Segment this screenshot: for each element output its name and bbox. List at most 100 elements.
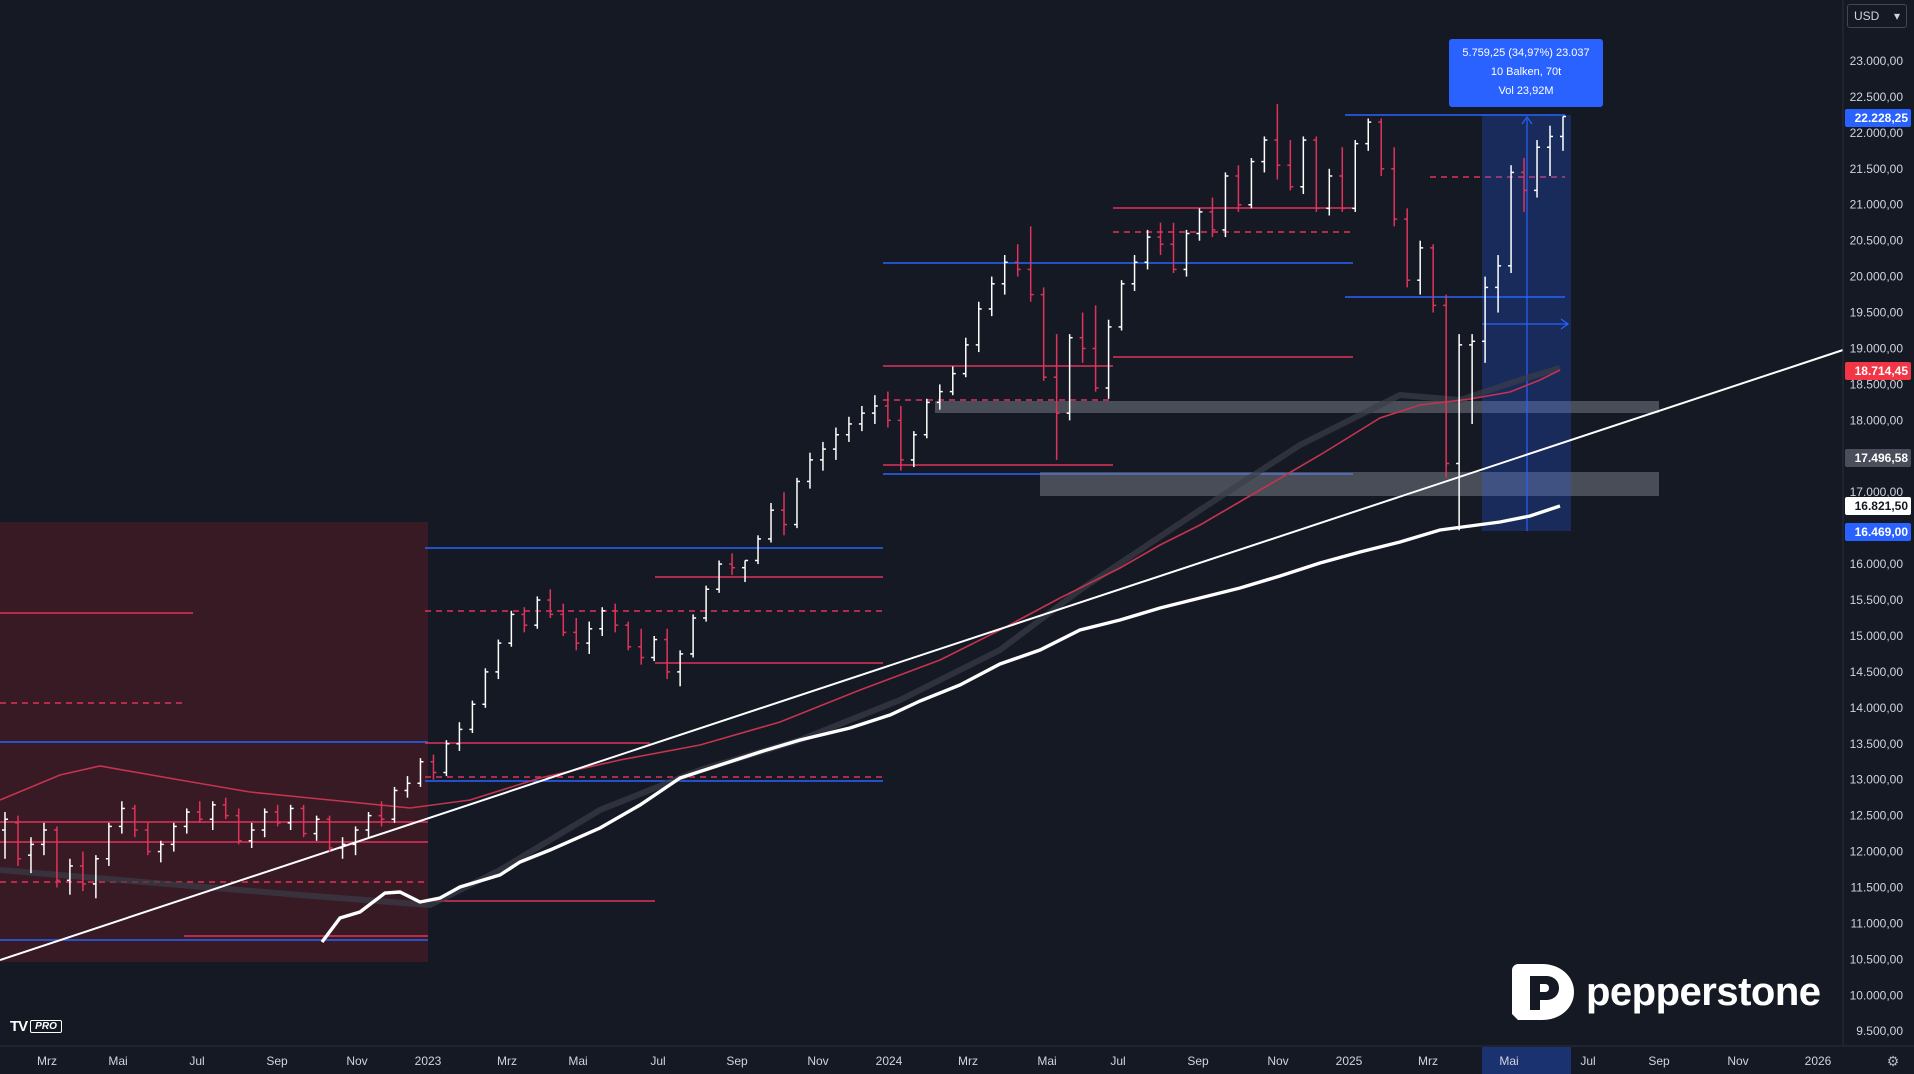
pro-badge: PRO [30,1019,62,1033]
gear-icon[interactable]: ⚙ [1886,1053,1900,1069]
ohlc-bar [1144,229,1151,270]
ohlc-bar [14,815,21,866]
ohlc-bar [1183,229,1190,277]
ohlc-bar [79,851,86,892]
supply-zone [935,401,1659,413]
y-tick-label: 13.500,00 [1850,737,1904,751]
x-tick-label: Nov [1267,1054,1288,1068]
ohlc-bar [443,740,450,777]
ohlc-bar [547,589,554,618]
ohlc-bar [1209,197,1216,238]
ohlc-bar [105,822,112,866]
ohlc-bar [677,650,684,687]
y-tick-label: 16.000,00 [1850,557,1904,571]
y-tick-label: 9.500,00 [1856,1024,1903,1038]
ohlc-bar [1430,244,1437,313]
y-tick-label: 12.000,00 [1850,845,1904,859]
x-tick-label: Sep [1648,1054,1670,1068]
ohlc-bar [1352,140,1359,212]
price-pill-label: 22.228,25 [1855,111,1909,125]
ohlc-bar [1066,334,1073,421]
x-tick-label: Sep [726,1054,748,1068]
ohlc-bar [664,628,671,680]
ohlc-bar [1027,226,1034,302]
ohlc-bar [1391,147,1398,227]
ohlc-bar [1456,334,1463,531]
ohlc-bar [871,395,878,424]
ohlc-bar [910,431,917,468]
y-tick-label: 21.000,00 [1850,198,1904,212]
ohlc-bar [313,815,320,841]
ohlc-bar [806,452,813,489]
ohlc-bar [988,276,995,317]
y-tick-label: 22.500,00 [1850,90,1904,104]
x-tick-label: Mrz [958,1054,978,1068]
ohlc-bar [819,441,826,471]
price-pill-ma_red: 18.714,45 [1845,362,1911,380]
ohlc-bar [27,837,34,874]
x-tick-label: 2026 [1805,1054,1832,1068]
y-tick-label: 17.000,00 [1850,485,1904,499]
ohlc-bar [339,837,346,859]
ohlc-bar [508,610,515,647]
ohlc-bar [157,840,164,863]
ma-white [320,504,1561,944]
y-tick-label: 22.000,00 [1850,126,1904,140]
measure-line-3: Vol 23,92M [1498,85,1554,97]
ohlc-bar [1521,158,1528,212]
ohlc-bar [1469,334,1476,424]
y-tick-label: 12.500,00 [1850,809,1904,823]
ohlc-bar [1053,334,1060,460]
ohlc-bar [170,822,177,852]
measure-line-1: 5.759,25 (34,97%) 23.037 [1462,47,1590,59]
ohlc-bar [196,801,203,823]
ohlc-bar [2,812,8,859]
ohlc-bar [352,826,359,856]
ohlc-bar [832,427,839,460]
x-tick-label: Mrz [497,1054,517,1068]
ohlc-bar [1404,208,1411,288]
ohlc-bar [1235,165,1242,212]
x-tick-label: Nov [346,1054,367,1068]
pepperstone-logo: pepperstone [1508,962,1821,1022]
ohlc-bar [430,754,437,780]
y-tick-label: 21.500,00 [1850,162,1904,176]
y-tick-label: 14.000,00 [1850,701,1904,715]
ohlc-bar [1014,244,1021,277]
y-tick-label: 18.000,00 [1850,413,1904,427]
ohlc-bar [40,822,47,856]
y-tick-label: 15.500,00 [1850,593,1904,607]
x-tick-label: Mai [1499,1054,1518,1068]
ohlc-bar [404,776,411,798]
ohlc-bar [326,815,333,852]
price-pill-last: 22.228,25 [1845,109,1911,127]
ohlc-bar [612,603,619,633]
ohlc-bar [521,607,528,633]
tv-mark: TV [10,1017,28,1035]
x-tick-label: Mai [1037,1054,1056,1068]
x-tick-label: Jul [1580,1054,1595,1068]
ohlc-bar [586,621,593,654]
price-pill-range_low: 16.469,00 [1845,523,1911,541]
ohlc-bar [1222,172,1229,238]
ohlc-bar [300,804,307,838]
ohlc-bar [222,797,229,820]
ohlc-bar [962,337,969,378]
ohlc-bar [742,559,749,583]
time-range-highlight [1482,1047,1571,1074]
ohlc-bar [781,492,787,536]
measure-arrow-up [1521,115,1533,125]
currency-selector[interactable]: USD ▾ [1847,4,1907,28]
y-tick-label: 18.500,00 [1850,377,1904,391]
x-tick-label: Mai [568,1054,587,1068]
ohlc-bar [1508,165,1515,274]
ohlc-bar [378,801,385,827]
ohlc-bar [949,366,956,396]
ohlc-bar [793,477,800,529]
ohlc-bar [131,804,138,838]
price-pill-bg [1845,362,1911,380]
ohlc-bar [261,808,268,838]
ohlc-bar [897,405,904,471]
ohlc-bar [1274,104,1281,180]
